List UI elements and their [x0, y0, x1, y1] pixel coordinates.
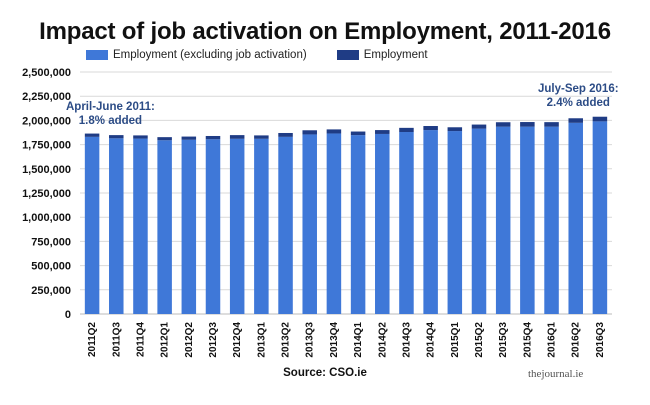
x-tick-label: 2015Q2 — [474, 322, 485, 358]
bar-employment-excluding — [229, 138, 245, 314]
y-tick-label: 2,000,000 — [22, 115, 71, 127]
x-tick-label: 2012Q2 — [184, 322, 195, 358]
brand-logo: thejournal.ie — [528, 368, 584, 380]
y-tick-label: 0 — [65, 309, 71, 321]
bar-employment-excluding — [423, 130, 438, 314]
x-tick-label: 2015Q3 — [498, 322, 509, 358]
y-tick-label: 2,250,000 — [22, 91, 71, 103]
x-tick-label: 2013Q3 — [305, 322, 316, 358]
bar-employment-excluding — [447, 131, 463, 314]
x-tick-label: 2013Q1 — [256, 322, 267, 358]
bar-employment-excluding — [133, 138, 148, 314]
bar-employment-job-activation — [205, 135, 221, 140]
bars — [84, 116, 608, 314]
x-tick-label: 2014Q1 — [353, 322, 364, 358]
bar-employment-job-activation — [375, 130, 390, 134]
bar-employment-excluding — [471, 128, 487, 314]
x-tick-label: 2012Q3 — [208, 322, 219, 358]
legend-swatch-employment — [336, 50, 359, 60]
bar-employment-job-activation — [254, 135, 269, 139]
bar-employment-excluding — [568, 122, 583, 314]
bar-employment-job-activation — [568, 118, 583, 123]
x-tick-label: 2012Q1 — [160, 322, 171, 358]
y-axis-ticks: 0 250,000 500,000 750,000 1,000,000 1,250,000… — [22, 67, 71, 321]
bar-employment-job-activation — [157, 137, 172, 141]
legend-swatch-employment-excluding — [86, 50, 108, 60]
x-tick-label: 2016Q1 — [547, 322, 558, 358]
bar-employment-excluding — [205, 139, 221, 314]
bar-employment-excluding — [520, 126, 535, 314]
bar-employment-job-activation — [181, 136, 197, 140]
x-tick-label: 2011Q2 — [87, 322, 98, 357]
annotation-end: July-Sep 2016: 2.4% added — [538, 82, 619, 110]
bar-employment-excluding — [157, 140, 172, 314]
y-tick-label: 500,000 — [31, 261, 71, 273]
x-tick-label: 2015Q1 — [450, 322, 461, 358]
x-tick-label: 2013Q2 — [281, 322, 292, 358]
y-tick-label: 1,500,000 — [22, 164, 71, 176]
bar-employment-job-activation — [109, 135, 124, 139]
bar-employment-job-activation — [326, 129, 342, 134]
legend-item-employment-excluding: Employment (excluding job activation) — [86, 49, 307, 61]
bar-employment-job-activation — [495, 122, 511, 127]
y-tick-label: 1,750,000 — [22, 140, 71, 152]
bar-employment-excluding — [302, 134, 317, 314]
y-tick-label: 750,000 — [31, 236, 71, 248]
bar-employment-excluding — [278, 136, 293, 314]
annotation-start-line-2: 1.8% added — [78, 115, 143, 127]
legend-item-employment: Employment — [336, 49, 428, 61]
x-tick-label: 2015Q4 — [522, 322, 533, 358]
bar-employment-job-activation — [471, 124, 487, 129]
y-tick-label: 2,500,000 — [22, 67, 71, 79]
legend-label-employment-excluding: Employment (excluding job activation) — [113, 49, 307, 61]
x-tick-label: 2013Q4 — [329, 322, 340, 358]
x-axis-ticks: 2011Q2 2011Q3 2011Q4 2012Q1 2012Q2 2012Q3 2012… — [87, 322, 606, 358]
x-tick-label: 2011Q3 — [111, 322, 122, 357]
bar-employment-job-activation — [278, 132, 293, 137]
annotation-start-line-1: April-June 2011: — [66, 101, 155, 113]
x-tick-label: 2012Q4 — [232, 322, 243, 358]
annotation-end-line-1: July-Sep 2016: — [538, 83, 619, 95]
source-label: Source: CSO.ie — [283, 367, 367, 379]
bar-employment-excluding — [592, 121, 608, 314]
bar-employment-excluding — [544, 126, 559, 314]
x-tick-label: 2014Q2 — [377, 322, 388, 358]
annotation-end-line-2: 2.4% added — [546, 97, 610, 109]
x-tick-label: 2016Q3 — [595, 322, 606, 358]
chart-title: Impact of job activation on Employment, … — [39, 18, 611, 45]
bar-employment-job-activation — [423, 126, 438, 131]
bar-employment-job-activation — [520, 122, 535, 127]
bar-employment-job-activation — [133, 135, 148, 139]
bar-employment-job-activation — [302, 130, 317, 135]
legend-label-employment: Employment — [363, 49, 428, 61]
x-tick-label: 2014Q4 — [426, 322, 437, 358]
bar-employment-excluding — [109, 138, 124, 314]
bar-employment-job-activation — [592, 116, 608, 122]
y-tick-label: 1,250,000 — [22, 188, 71, 200]
x-tick-label: 2014Q3 — [401, 322, 412, 358]
bar-employment-excluding — [181, 139, 197, 314]
bar-employment-job-activation — [544, 122, 559, 127]
bar-employment-job-activation — [84, 133, 100, 137]
bar-employment-job-activation — [350, 131, 366, 136]
y-tick-label: 250,000 — [31, 285, 71, 297]
bar-employment-excluding — [399, 132, 414, 314]
legend: Employment (excluding job activation) Em… — [86, 49, 458, 61]
bar-employment-excluding — [254, 138, 269, 314]
bar-employment-job-activation — [229, 135, 245, 139]
y-tick-label: 1,000,000 — [22, 212, 71, 224]
bar-employment-job-activation — [447, 127, 463, 132]
bar-employment-excluding — [350, 135, 366, 314]
bar-employment-excluding — [326, 133, 342, 314]
annotation-start: April-June 2011: 1.8% added — [66, 100, 155, 128]
bar-employment-excluding — [84, 136, 100, 314]
x-tick-label: 2011Q4 — [135, 322, 146, 357]
bar-employment-job-activation — [399, 127, 414, 133]
bar-employment-excluding — [375, 133, 390, 314]
bar-employment-excluding — [495, 126, 511, 314]
x-tick-label: 2016Q2 — [571, 322, 582, 358]
